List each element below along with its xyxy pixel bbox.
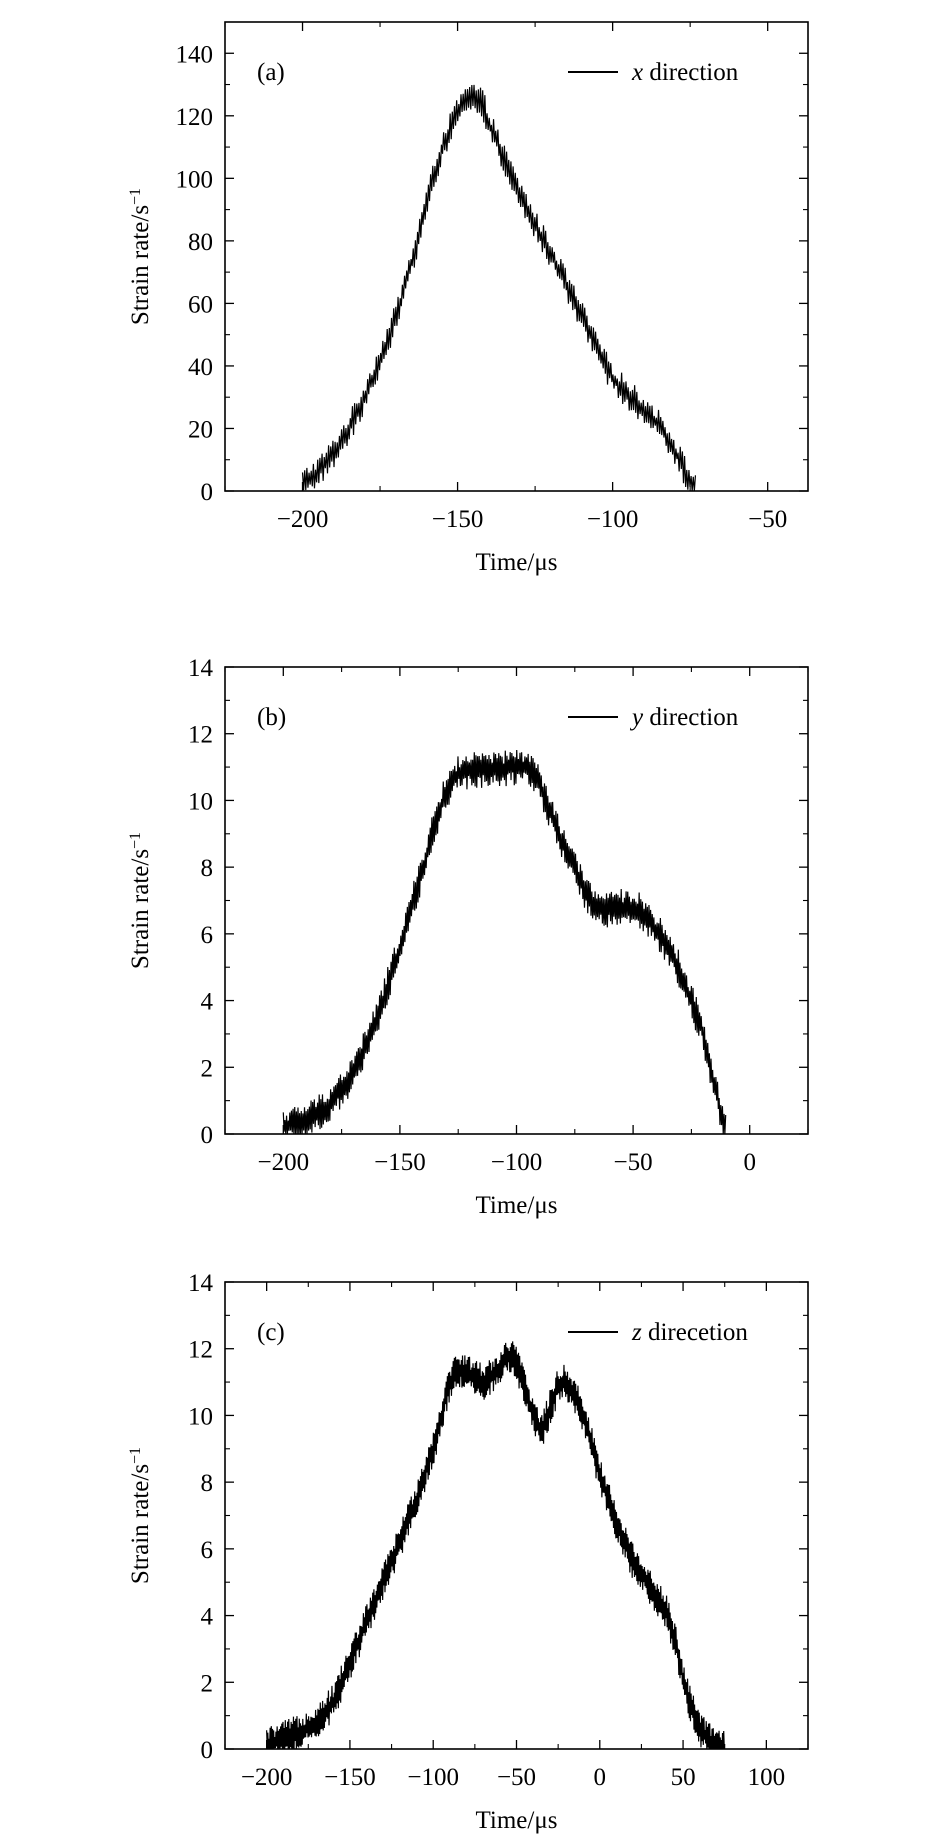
x-tick-label: −150	[374, 1149, 426, 1176]
y-tick-label: 12	[188, 1337, 213, 1364]
y-tick-label: 10	[188, 1403, 213, 1430]
legend-text: direction	[643, 59, 739, 86]
x-tick-label: −100	[587, 506, 639, 533]
chart-panel-c: 0 2 4 6 8 10 12 14 −200 −150 −100 −50 0 50 100 Time/μs S…	[127, 1270, 809, 1834]
legend-text: direction	[643, 704, 739, 731]
panel-label: (a)	[257, 59, 285, 86]
y-tick-label: 4	[201, 1604, 214, 1631]
y-axis-title: Strain rate/s−1	[127, 188, 155, 325]
x-tick-label: −50	[497, 1764, 536, 1791]
y-axis-title: Strain rate/s−1	[127, 832, 155, 969]
legend-variable: z	[631, 1319, 642, 1346]
y-axis-title: Strain rate/s−1	[127, 1447, 155, 1584]
x-tick-label: −150	[432, 506, 484, 533]
legend-text: direcetion	[642, 1319, 749, 1346]
y-tick-label: 140	[176, 41, 214, 68]
x-tick-label: 0	[594, 1764, 607, 1791]
x-tick-label: −100	[407, 1764, 459, 1791]
x-tick-label: 100	[748, 1764, 786, 1791]
x-tick-label: −150	[324, 1764, 376, 1791]
y-tick-label: 8	[201, 855, 214, 882]
y-tick-label: 14	[188, 1270, 214, 1297]
y-tick-label: 12	[188, 722, 213, 749]
plot-frame	[224, 666, 809, 1135]
y-tick-label: 8	[201, 1470, 214, 1497]
y-tick-label: 60	[188, 291, 213, 318]
x-tick-label: −50	[748, 506, 787, 533]
y-axis-title-superscript: −1	[127, 1447, 144, 1464]
y-tick-label: 20	[188, 416, 213, 443]
y-tick-label: 0	[201, 1122, 214, 1149]
y-axis-title-text: Strain rate/s	[127, 849, 154, 969]
panel-label: (c)	[257, 1319, 285, 1346]
y-tick-label: 40	[188, 354, 213, 381]
legend-label: z direcetion	[631, 1319, 748, 1346]
y-tick-label: 4	[201, 989, 214, 1016]
y-tick-label: 14	[188, 655, 214, 682]
y-tick-label: 0	[201, 479, 214, 506]
x-tick-label: −200	[241, 1764, 293, 1791]
y-tick-label: 10	[188, 788, 213, 815]
y-axis-title-superscript: −1	[127, 188, 144, 205]
y-tick-label: 100	[176, 166, 214, 193]
x-axis-title: Time/μs	[476, 1192, 558, 1219]
chart-panel-b: 0 2 4 6 8 10 12 14 −200 −150 −100 −50 0 Time/μs Strain…	[127, 655, 809, 1219]
legend-label: x direction	[631, 59, 739, 86]
chart-panel-a: 0 20 40 60 80 100 120 140 −200 −150 −100 −50 Time/μs…	[127, 21, 809, 576]
x-axis-title: Time/μs	[476, 549, 558, 576]
y-tick-label: 6	[201, 922, 214, 949]
series-line-x	[301, 84, 697, 492]
y-tick-label: 6	[201, 1537, 214, 1564]
x-axis-title: Time/μs	[476, 1807, 558, 1834]
y-tick-label: 0	[201, 1737, 214, 1764]
x-tick-label: 50	[671, 1764, 696, 1791]
x-tick-label: −100	[491, 1149, 543, 1176]
legend-variable: x	[631, 59, 643, 86]
y-axis-title-text: Strain rate/s	[127, 1464, 154, 1584]
y-tick-label: 80	[188, 229, 213, 256]
x-tick-label: −200	[277, 506, 329, 533]
y-tick-label: 2	[201, 1055, 214, 1082]
y-tick-label: 2	[201, 1670, 214, 1697]
x-tick-label: −200	[257, 1149, 309, 1176]
y-tick-label: 120	[176, 104, 214, 131]
y-axis-title-superscript: −1	[127, 832, 144, 849]
legend-variable: y	[629, 704, 644, 731]
series-line-y	[282, 749, 727, 1135]
legend-label: y direction	[629, 704, 739, 731]
plot-frame	[224, 21, 809, 492]
series-line-z	[266, 1341, 725, 1750]
x-tick-label: −50	[614, 1149, 653, 1176]
y-axis-title-text: Strain rate/s	[127, 205, 154, 325]
x-tick-label: 0	[743, 1149, 756, 1176]
panel-label: (b)	[257, 704, 286, 731]
